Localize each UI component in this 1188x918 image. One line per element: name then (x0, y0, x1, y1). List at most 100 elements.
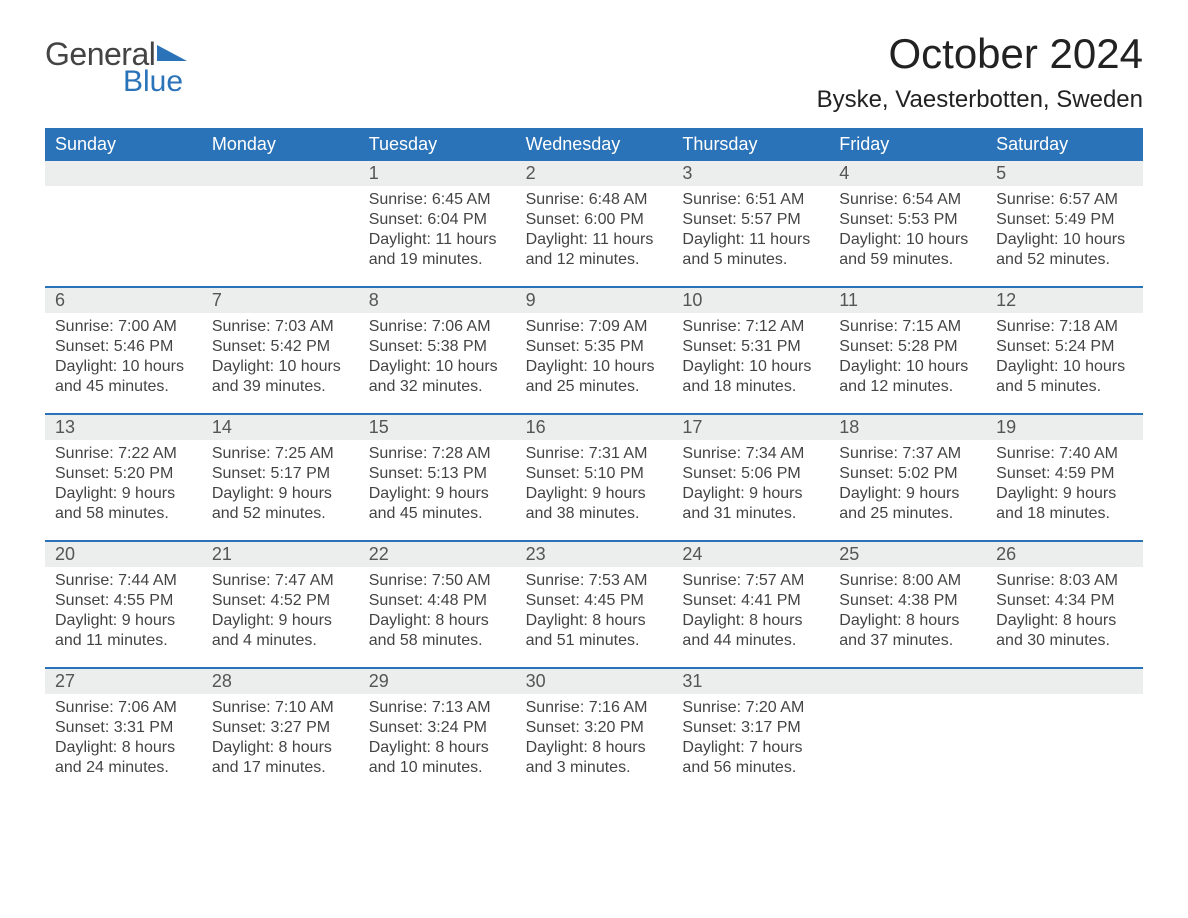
sunrise-text: Sunrise: 7:06 AM (369, 317, 506, 337)
day-cell (202, 186, 359, 286)
dl2-text: and 52 minutes. (212, 504, 349, 524)
sunset-text: Sunset: 4:34 PM (996, 591, 1133, 611)
dl1-text: Daylight: 9 hours (369, 484, 506, 504)
week-details-row: Sunrise: 7:44 AMSunset: 4:55 PMDaylight:… (45, 567, 1143, 667)
sunset-text: Sunset: 5:46 PM (55, 337, 192, 357)
dl2-text: and 24 minutes. (55, 758, 192, 778)
day-cell: Sunrise: 7:00 AMSunset: 5:46 PMDaylight:… (45, 313, 202, 413)
sunset-text: Sunset: 4:38 PM (839, 591, 976, 611)
day-number: 14 (202, 415, 359, 440)
dl2-text: and 18 minutes. (996, 504, 1133, 524)
sunset-text: Sunset: 3:31 PM (55, 718, 192, 738)
sunset-text: Sunset: 3:17 PM (682, 718, 819, 738)
day-cell: Sunrise: 7:40 AMSunset: 4:59 PMDaylight:… (986, 440, 1143, 540)
day-cell: Sunrise: 7:13 AMSunset: 3:24 PMDaylight:… (359, 694, 516, 794)
dl2-text: and 3 minutes. (526, 758, 663, 778)
sunrise-text: Sunrise: 7:09 AM (526, 317, 663, 337)
day-number: 4 (829, 161, 986, 186)
dl1-text: Daylight: 8 hours (55, 738, 192, 758)
sunrise-text: Sunrise: 7:25 AM (212, 444, 349, 464)
sunset-text: Sunset: 3:20 PM (526, 718, 663, 738)
sunrise-text: Sunrise: 6:45 AM (369, 190, 506, 210)
day-number: 23 (516, 542, 673, 567)
day-header: Thursday (672, 128, 829, 161)
dl1-text: Daylight: 9 hours (212, 611, 349, 631)
day-cell: Sunrise: 6:51 AMSunset: 5:57 PMDaylight:… (672, 186, 829, 286)
sunset-text: Sunset: 4:48 PM (369, 591, 506, 611)
dl1-text: Daylight: 9 hours (55, 484, 192, 504)
day-header: Sunday (45, 128, 202, 161)
day-cell: Sunrise: 7:09 AMSunset: 5:35 PMDaylight:… (516, 313, 673, 413)
sunrise-text: Sunrise: 7:40 AM (996, 444, 1133, 464)
day-cell: Sunrise: 8:03 AMSunset: 4:34 PMDaylight:… (986, 567, 1143, 667)
day-cell: Sunrise: 7:03 AMSunset: 5:42 PMDaylight:… (202, 313, 359, 413)
sunset-text: Sunset: 5:38 PM (369, 337, 506, 357)
sunset-text: Sunset: 5:02 PM (839, 464, 976, 484)
dl2-text: and 12 minutes. (839, 377, 976, 397)
day-cell: Sunrise: 7:06 AMSunset: 3:31 PMDaylight:… (45, 694, 202, 794)
dl1-text: Daylight: 8 hours (839, 611, 976, 631)
sunrise-text: Sunrise: 7:06 AM (55, 698, 192, 718)
day-number: 22 (359, 542, 516, 567)
dl2-text: and 44 minutes. (682, 631, 819, 651)
day-number: 3 (672, 161, 829, 186)
sunrise-text: Sunrise: 7:44 AM (55, 571, 192, 591)
day-cell (829, 694, 986, 794)
day-number: 19 (986, 415, 1143, 440)
sunset-text: Sunset: 5:28 PM (839, 337, 976, 357)
day-number: 29 (359, 669, 516, 694)
day-cell: Sunrise: 6:48 AMSunset: 6:00 PMDaylight:… (516, 186, 673, 286)
sunset-text: Sunset: 6:00 PM (526, 210, 663, 230)
day-header: Saturday (986, 128, 1143, 161)
sunrise-text: Sunrise: 7:37 AM (839, 444, 976, 464)
day-header-row: Sunday Monday Tuesday Wednesday Thursday… (45, 128, 1143, 161)
day-number: 31 (672, 669, 829, 694)
sunset-text: Sunset: 5:57 PM (682, 210, 819, 230)
dl1-text: Daylight: 8 hours (526, 611, 663, 631)
day-header: Monday (202, 128, 359, 161)
sunrise-text: Sunrise: 7:18 AM (996, 317, 1133, 337)
sunset-text: Sunset: 6:04 PM (369, 210, 506, 230)
day-number: 1 (359, 161, 516, 186)
day-number: 10 (672, 288, 829, 313)
week-number-row: 6789101112 (45, 286, 1143, 313)
day-number (45, 161, 202, 186)
sunrise-text: Sunrise: 6:48 AM (526, 190, 663, 210)
sunrise-text: Sunrise: 7:34 AM (682, 444, 819, 464)
week-details-row: Sunrise: 6:45 AMSunset: 6:04 PMDaylight:… (45, 186, 1143, 286)
dl2-text: and 25 minutes. (526, 377, 663, 397)
dl1-text: Daylight: 10 hours (839, 230, 976, 250)
sunrise-text: Sunrise: 7:03 AM (212, 317, 349, 337)
dl2-text: and 58 minutes. (369, 631, 506, 651)
day-header: Wednesday (516, 128, 673, 161)
sunrise-text: Sunrise: 8:03 AM (996, 571, 1133, 591)
day-cell: Sunrise: 7:53 AMSunset: 4:45 PMDaylight:… (516, 567, 673, 667)
sunset-text: Sunset: 5:10 PM (526, 464, 663, 484)
dl1-text: Daylight: 8 hours (526, 738, 663, 758)
dl1-text: Daylight: 8 hours (212, 738, 349, 758)
dl1-text: Daylight: 10 hours (996, 230, 1133, 250)
week-number-row: 2728293031 (45, 667, 1143, 694)
day-number: 13 (45, 415, 202, 440)
sunrise-text: Sunrise: 8:00 AM (839, 571, 976, 591)
sunrise-text: Sunrise: 7:12 AM (682, 317, 819, 337)
day-number (986, 669, 1143, 694)
sunrise-text: Sunrise: 7:16 AM (526, 698, 663, 718)
day-cell: Sunrise: 7:37 AMSunset: 5:02 PMDaylight:… (829, 440, 986, 540)
day-number: 2 (516, 161, 673, 186)
dl1-text: Daylight: 8 hours (369, 611, 506, 631)
day-cell: Sunrise: 7:50 AMSunset: 4:48 PMDaylight:… (359, 567, 516, 667)
location-label: Byske, Vaesterbotten, Sweden (817, 86, 1143, 114)
dl2-text: and 18 minutes. (682, 377, 819, 397)
dl1-text: Daylight: 11 hours (369, 230, 506, 250)
dl1-text: Daylight: 9 hours (55, 611, 192, 631)
sunrise-text: Sunrise: 7:13 AM (369, 698, 506, 718)
dl1-text: Daylight: 9 hours (526, 484, 663, 504)
day-number: 18 (829, 415, 986, 440)
dl2-text: and 45 minutes. (55, 377, 192, 397)
sunrise-text: Sunrise: 7:31 AM (526, 444, 663, 464)
day-number: 30 (516, 669, 673, 694)
logo-triangle-icon (157, 41, 187, 68)
dl1-text: Daylight: 8 hours (682, 611, 819, 631)
day-cell (45, 186, 202, 286)
